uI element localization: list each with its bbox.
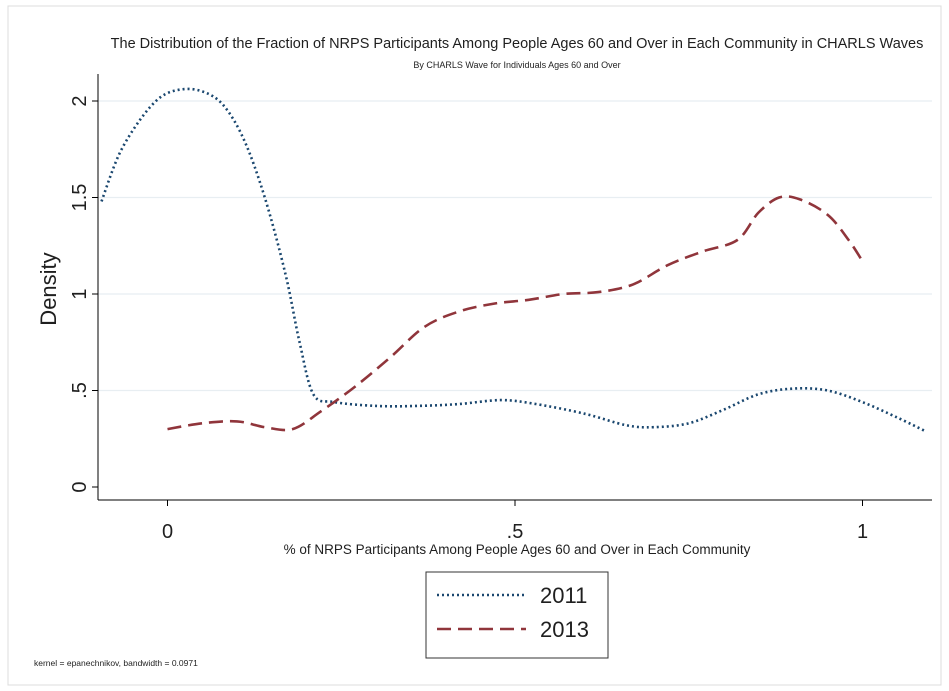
y-tick-label: .5: [69, 382, 91, 399]
x-ticks: 0.5 1: [162, 500, 868, 543]
y-tick-label: 1: [69, 288, 91, 299]
y-tick-label: 2: [69, 95, 91, 106]
y-tick-label: 0: [69, 481, 91, 492]
legend: 2011 2013: [425, 571, 609, 659]
x-axis-label: % of NRPS Participants Among People Ages…: [284, 542, 751, 557]
y-axis-label: Density: [36, 252, 61, 325]
chart-title: The Distribution of the Fraction of NRPS…: [111, 36, 924, 52]
x-tick-label: .5: [507, 521, 524, 543]
series-group: [100, 87, 926, 433]
axes: [97, 74, 932, 501]
legend-label-2013: 2013: [540, 617, 589, 642]
chart-subtitle: By CHARLS Wave for Individuals Ages 60 a…: [413, 60, 620, 70]
legend-box: [425, 571, 609, 659]
graph-border: [7, 5, 942, 686]
series-line-2011: [100, 87, 926, 433]
legend-label-2011: 2011: [540, 583, 587, 608]
y-tick-label: 1.5: [69, 184, 91, 212]
series-line-2013: [167, 195, 864, 432]
x-tick-label: 1: [857, 521, 868, 543]
kernel-note: kernel = epanechnikov, bandwidth = 0.097…: [34, 658, 198, 668]
x-tick-label: 0: [162, 521, 173, 543]
gridlines: [98, 100, 932, 392]
y-ticks: 0 .5 1 1.5 2: [69, 95, 98, 493]
